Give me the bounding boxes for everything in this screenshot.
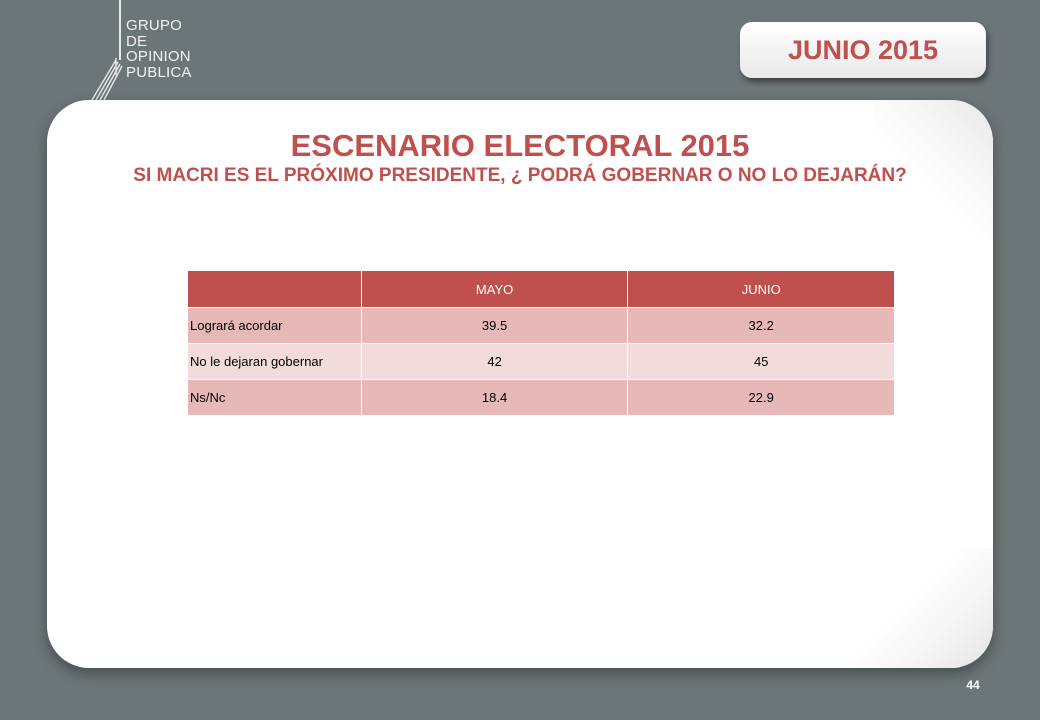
row-label: Logrará acordar [187,307,362,344]
logo-text: GRUPO DE OPINION PUBLICA [126,18,192,80]
table-header-row: MAYO JUNIO [187,270,895,308]
logo-line-2: DE [126,32,148,50]
page-number: 44 [966,678,980,692]
row-label: No le dejaran gobernar [187,343,362,380]
row-label: Ns/Nc [187,379,362,416]
group-logo: GRUPO DE OPINION PUBLICA [86,0,226,110]
header-cell-mayo: MAYO [360,270,629,308]
cell-junio: 32.2 [627,307,895,344]
slide-subtitle: SI MACRI ES EL PRÓXIMO PRESIDENTE, ¿ POD… [133,165,907,186]
cell-mayo: 18.4 [360,379,629,416]
cell-junio: 22.9 [627,379,895,416]
table-row: No le dejaran gobernar 42 45 [187,343,895,380]
logo-lines-graphic [91,0,123,101]
cell-junio: 45 [627,343,895,380]
cell-mayo: 42 [360,343,629,380]
logo-line-4: PUBLICA [126,63,192,81]
table-row: Ns/Nc 18.4 22.9 [187,379,895,416]
slide-title: ESCENARIO ELECTORAL 2015 [290,128,750,163]
header-cell-blank [187,270,362,308]
logo-line-1: GRUPO [126,17,183,34]
cell-mayo: 39.5 [360,307,629,344]
page-curl-top [873,100,993,240]
page-curl-bottom [833,548,993,668]
logo-line-3: OPINION [126,48,191,65]
date-badge: JUNIO 2015 [740,22,986,78]
header-cell-junio: JUNIO [627,270,895,308]
table-row: Logrará acordar 39.5 32.2 [187,307,895,344]
results-table: MAYO JUNIO Logrará acordar 39.5 32.2 No … [187,270,895,416]
